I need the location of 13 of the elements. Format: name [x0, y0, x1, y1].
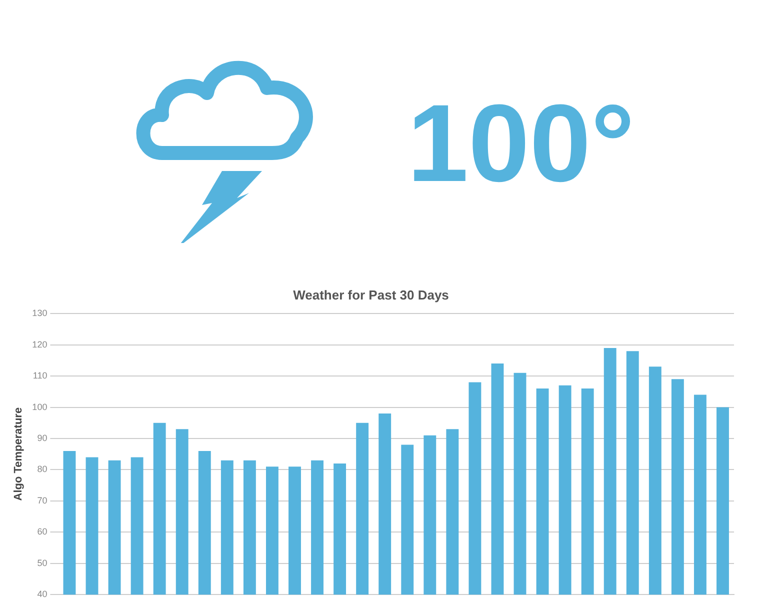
- y-tick-label: 50: [37, 558, 48, 568]
- y-tick-label: 120: [32, 339, 48, 350]
- y-tick-label: 70: [37, 495, 48, 506]
- y-tick-label: 110: [32, 370, 48, 381]
- y-axis-title: Algo Temperature: [12, 407, 25, 501]
- y-tick-label: 80: [37, 464, 48, 474]
- y-tick-label: 60: [37, 526, 48, 537]
- text: 100°: [407, 80, 635, 206]
- chart-title: Weather for Past 30 Days: [293, 287, 449, 302]
- y-tick-label: 90: [37, 432, 48, 443]
- y-tick-label: 100: [32, 402, 48, 412]
- y-tick-label: 130: [32, 308, 48, 318]
- y-tick-label: 40: [37, 589, 48, 600]
